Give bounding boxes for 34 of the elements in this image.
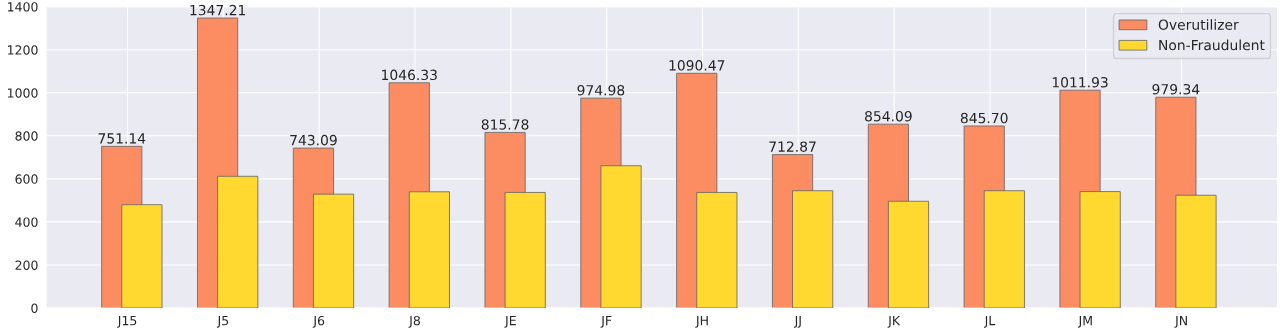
data-label: 1090.47 bbox=[669, 60, 725, 71]
x-tick-label: J5 bbox=[216, 316, 229, 328]
x-tick-label: JK bbox=[887, 316, 901, 328]
data-label: 1046.33 bbox=[382, 69, 437, 81]
x-tick-label: JN bbox=[1174, 316, 1187, 328]
x-tick-label: JM bbox=[1077, 316, 1092, 328]
data-label: 751.14 bbox=[98, 133, 146, 144]
x-tick-label: J8 bbox=[408, 315, 420, 328]
y-tick-label: 400 bbox=[15, 217, 38, 227]
data-label: 815.78 bbox=[481, 119, 529, 130]
y-tick-label: 1200 bbox=[8, 45, 38, 55]
x-tick-label: JE bbox=[504, 316, 516, 328]
x-tick-label: J15 bbox=[117, 316, 137, 328]
data-label: 1347.21 bbox=[190, 4, 246, 16]
y-tick-label: 1000 bbox=[8, 88, 38, 98]
y-tick-label: 1400 bbox=[8, 2, 38, 12]
y-tick-label: 0 bbox=[31, 303, 38, 313]
legend-label: Overutilizer bbox=[1158, 19, 1239, 30]
data-label: 845.70 bbox=[960, 112, 1008, 124]
x-tick-label: JF bbox=[600, 316, 612, 328]
legend-label: Non-Fraudulent bbox=[1159, 39, 1265, 51]
data-label: 712.87 bbox=[769, 141, 816, 152]
x-tick-label: JL bbox=[983, 316, 996, 328]
x-tick-label: JJ bbox=[793, 316, 801, 328]
data-label: 974.98 bbox=[577, 84, 625, 96]
data-label: 743.09 bbox=[290, 134, 337, 146]
y-tick-label: 200 bbox=[15, 260, 38, 270]
data-label: 854.09 bbox=[865, 110, 912, 122]
x-tick-label: J6 bbox=[312, 315, 325, 328]
data-label: 979.34 bbox=[1152, 84, 1200, 95]
y-tick-label: 600 bbox=[15, 174, 38, 184]
x-tick-label: JH bbox=[695, 316, 708, 328]
data-label: 1011.93 bbox=[1052, 77, 1108, 88]
y-tick-label: 800 bbox=[15, 131, 38, 141]
